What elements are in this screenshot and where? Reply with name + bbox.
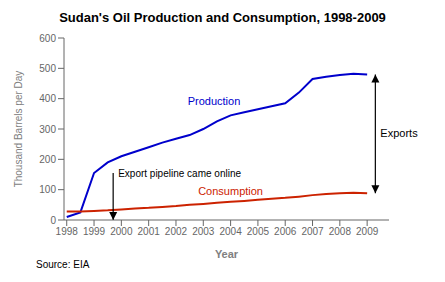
svg-text:2000: 2000 <box>110 226 133 237</box>
svg-text:500: 500 <box>39 63 56 74</box>
svg-text:Thousand Barrels per Day: Thousand Barrels per Day <box>13 71 24 188</box>
svg-text:300: 300 <box>39 124 56 135</box>
svg-text:Exports: Exports <box>380 127 418 139</box>
svg-text:2003: 2003 <box>192 226 215 237</box>
svg-text:600: 600 <box>39 33 56 44</box>
html-text:Source: EIA: Source: EIA <box>36 259 90 270</box>
svg-text:400: 400 <box>39 93 56 104</box>
svg-text:2002: 2002 <box>165 226 188 237</box>
svg-text:1999: 1999 <box>83 226 106 237</box>
svg-text:Production: Production <box>188 95 241 107</box>
svg-text:Consumption: Consumption <box>198 185 263 197</box>
svg-text:0: 0 <box>50 215 56 226</box>
svg-text:Export pipeline came online: Export pipeline came online <box>118 168 241 179</box>
svg-text:200: 200 <box>39 154 56 165</box>
svg-text:2008: 2008 <box>329 226 352 237</box>
svg-text:2004: 2004 <box>219 226 242 237</box>
svg-text:2007: 2007 <box>301 226 324 237</box>
svg-text:2005: 2005 <box>247 226 270 237</box>
svg-text:2006: 2006 <box>274 226 297 237</box>
svg-text:1998: 1998 <box>56 226 79 237</box>
svg-text:Year: Year <box>215 248 239 258</box>
html-text:Sudan's Oil Production and Con: Sudan's Oil Production and Consumption, … <box>59 10 386 25</box>
svg-text:2009: 2009 <box>356 226 379 237</box>
svg-text:100: 100 <box>39 184 56 195</box>
svg-text:2001: 2001 <box>138 226 161 237</box>
